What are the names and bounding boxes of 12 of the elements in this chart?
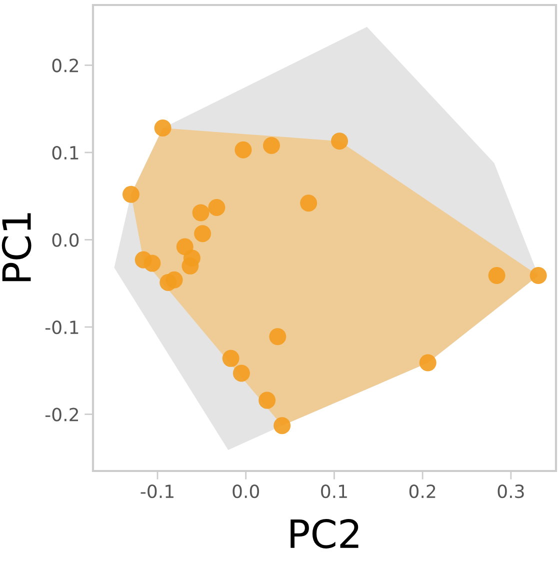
x-tick-label: 0.3 <box>498 484 524 498</box>
y-tick-label: -0.1 <box>45 320 78 334</box>
y-tick-label: 0.2 <box>52 58 78 72</box>
x-tick-label: 0.2 <box>409 484 436 498</box>
x-axis-title: PC2 <box>290 519 358 548</box>
x-tick-label: 0.0 <box>232 484 260 498</box>
y-tick-label: 0.1 <box>52 146 78 160</box>
y-tick-label: -0.2 <box>45 408 78 422</box>
y-tick-label: 0.0 <box>52 233 79 247</box>
x-tick-label: 0.1 <box>321 484 347 498</box>
x-tick-label: -0.1 <box>140 484 174 498</box>
y-axis-title: PC1 <box>2 213 32 282</box>
